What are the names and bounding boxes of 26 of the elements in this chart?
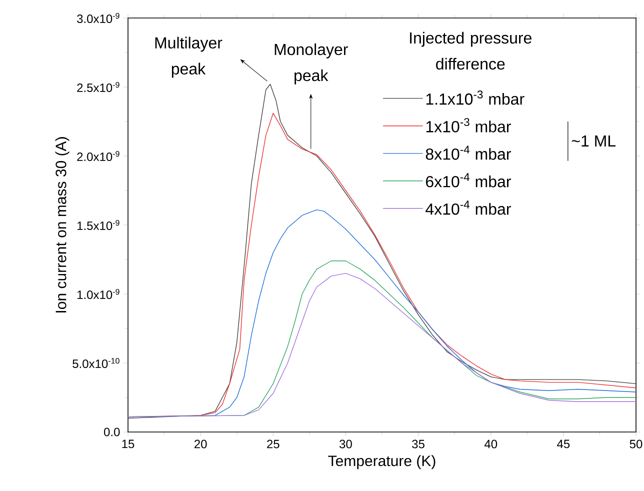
legend-label: 8x10$^{-4}$ mbar [426,146,511,160]
legend-label: 1x10$^{-3}$ mbar [426,118,511,132]
y-axis-title: Ion current on mass 30 (A) [55,137,70,312]
annotation: Multilayer peak [155,36,222,78]
y-tick-label: 1.0x10$^{-9}$ [77,288,120,300]
y-tick-label: 1.5x10$^{-9}$ [77,220,120,230]
legend-label: 4x10$^{-4}$ mbar [426,200,511,215]
x-tick-label: 40 [484,440,498,448]
annotation: Monolayer peak [274,43,348,84]
x-axis-title: Temperature (K) [328,455,436,470]
y-tick-label: 3.0x10$^{-9}$ [77,12,120,24]
y-tick-label: 0.0 [104,428,120,436]
legend-title: Injected pressure difference [410,32,532,70]
legend-label: 6x10$^{-4}$ mbar [426,173,511,188]
x-tick-label: 30 [340,440,352,448]
legend-label: 1.1x10$^{-3}$ mbar [426,90,524,105]
x-tick-label: 15 [122,440,134,448]
x-tick-label: 25 [267,440,280,448]
x-tick-label: 20 [194,440,207,448]
x-tick-label: 35 [412,440,424,448]
y-tick-label: 2.0x10$^{-9}$ [77,150,120,162]
y-tick-label: 2.5x10$^{-9}$ [77,82,120,92]
x-tick-label: 50 [630,440,642,448]
x-tick-label: 45 [557,440,570,448]
y-tick-label: 5.0x10$^{-10}$ [72,358,120,368]
annotation: ~1 ML [572,135,616,146]
